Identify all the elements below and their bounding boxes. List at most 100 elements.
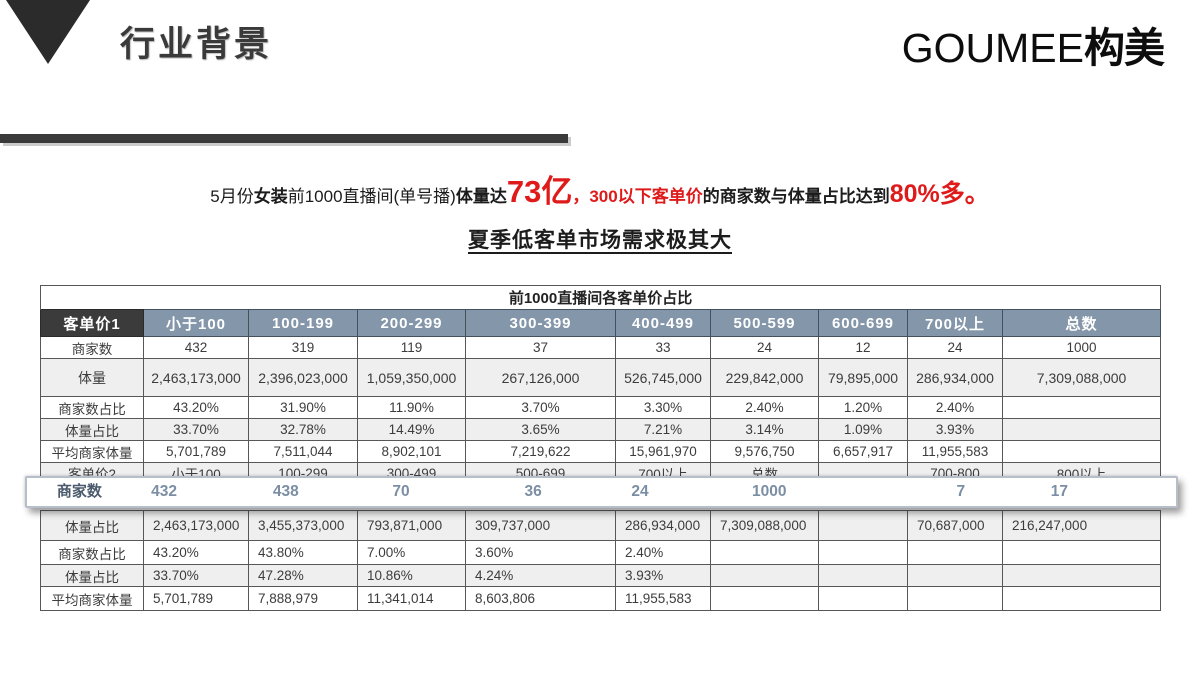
table-cell: 286,934,000 — [907, 358, 1003, 397]
table-title-row: 前1000直播间各客单价占比 — [39, 285, 1162, 310]
headline-segment: 73亿 — [506, 174, 573, 209]
table-cell — [1001, 396, 1162, 419]
table-cell: 2,463,173,000 — [143, 358, 249, 397]
table-cell — [818, 540, 908, 565]
table-cell: 8,603,806 — [465, 586, 616, 611]
column-header: 总数 — [1001, 309, 1162, 337]
column-header: 200-299 — [357, 309, 466, 337]
brand-logo: GOUMEE构美 — [902, 14, 1165, 74]
table-cell: 10.86% — [357, 564, 466, 587]
table-cell: 309,737,000 — [465, 510, 616, 541]
headline-segment: 5月份 — [210, 187, 254, 206]
table-title: 前1000直播间各客单价占比 — [39, 285, 1162, 310]
table-row: 体量占比 33.70% 32.78% 14.49% 3.65% 7.21% 3.14% 1.0… — [40, 418, 1162, 441]
column-header: 300-399 — [465, 309, 616, 337]
headline-segment: 的商家数与体量占比达到 — [702, 187, 890, 206]
table-cell: 5,701,789 — [143, 586, 249, 611]
table-cell: 商家数 — [40, 336, 144, 359]
table-cell — [710, 586, 819, 611]
table-cell: 119 — [357, 336, 466, 359]
table-row: 平均商家体量 5,701,789 7,511,044 8,902,101 7,219,6… — [40, 440, 1162, 463]
corner-ribbon-icon — [6, 0, 90, 64]
table-cell — [818, 564, 908, 587]
column-header: 500-599 — [710, 309, 819, 337]
page-title: 行业背景 — [120, 25, 273, 64]
table-cell — [1001, 418, 1162, 441]
table-cell: 3.14% — [710, 418, 819, 441]
table-row: 体量占比 33.70% 47.28% 10.86% 4.24% 3.93% — [40, 564, 1162, 587]
table-cell: 1.09% — [818, 418, 908, 441]
table-cell: 37 — [465, 336, 616, 359]
headline-segment: 女装 — [253, 187, 288, 206]
table-cell — [818, 586, 908, 611]
headline-segment: ， — [572, 187, 590, 206]
title-underline-bar — [0, 134, 568, 143]
table-cell: 43.20% — [143, 396, 249, 419]
table-cell: 平均商家体量 — [40, 440, 144, 463]
table-cell: 216,247,000 — [1001, 510, 1162, 541]
table-cell: 526,745,000 — [615, 358, 711, 397]
table-cell — [1001, 540, 1162, 565]
headline-segment: 300以下客单价 — [589, 187, 703, 206]
table-cell: 体量占比 — [40, 418, 144, 441]
table-cell: 3.65% — [465, 418, 616, 441]
subtitle: 夏季低客单市场需求极其大 — [468, 229, 732, 252]
table-cell: 43.20% — [143, 540, 249, 565]
table-cell: 体量占比 — [40, 510, 144, 541]
table-cell — [1001, 440, 1162, 463]
table-cell: 267,126,000 — [465, 358, 616, 397]
overlay-value: 24 — [631, 483, 649, 500]
table-cell: 4.24% — [465, 564, 616, 587]
table-cell: 2,396,023,000 — [248, 358, 358, 397]
table-row: 体量 2,463,173,000 2,396,023,000 1,059,350,00… — [40, 358, 1162, 397]
table-cell: 319 — [248, 336, 358, 359]
table-cell: 12 — [818, 336, 908, 359]
table-cell: 32.78% — [248, 418, 358, 441]
table-cell: 286,934,000 — [615, 510, 711, 541]
table-header-row: 客单价1 小于100 100-199 200-299 300-399 400-499 500… — [40, 309, 1162, 337]
table-row: 体量占比 2,463,173,000 3,455,373,000 793,871,00… — [40, 510, 1162, 541]
table-cell: 15,961,970 — [615, 440, 711, 463]
table-cell — [1001, 564, 1162, 587]
price-breakdown-table: 前1000直播间各客单价占比 客单价1 小于100 100-199 200-299 300… — [39, 285, 1162, 611]
table-cell: 3.30% — [615, 396, 711, 419]
table-cell: 11,955,583 — [615, 586, 711, 611]
table-cell: 33.70% — [143, 564, 249, 587]
table-cell: 5,701,789 — [143, 440, 249, 463]
table-cell — [710, 564, 819, 587]
table-cell: 体量占比 — [40, 564, 144, 587]
headline: 5月份女装前1000直播间(单号播)体量达73亿，300以下客单价的商家数与体量… — [0, 172, 1200, 217]
table-cell: 3.60% — [465, 540, 616, 565]
table-cell: 11,341,014 — [357, 586, 466, 611]
table-cell: 33.70% — [143, 418, 249, 441]
table-cell: 47.28% — [248, 564, 358, 587]
column-header: 小于100 — [143, 309, 249, 337]
overlay-value: 36 — [524, 483, 542, 500]
brand-logo-cn: 构美 — [1084, 25, 1165, 71]
highlight-row-overlay: 商家数 432 438 70 36 24 1000 7 17 — [25, 476, 1178, 508]
table-cell: 7,219,622 — [465, 440, 616, 463]
table-cell: 1000 — [1001, 336, 1162, 359]
overlay-row-label: 商家数 — [56, 483, 102, 500]
headline-segment: 体量达 — [455, 187, 507, 206]
table-cell — [818, 510, 908, 541]
overlay-value: 7 — [956, 483, 966, 500]
table-cell: 3.93% — [907, 418, 1003, 441]
table-cell — [1001, 586, 1162, 611]
table-cell: 229,842,000 — [710, 358, 819, 397]
headline-segment: 80%多。 — [889, 180, 990, 208]
overlay-value: 1000 — [752, 483, 787, 500]
table-cell — [907, 586, 1003, 611]
column-header: 客单价1 — [40, 309, 144, 337]
table-cell: 793,871,000 — [357, 510, 466, 541]
headline-segment: 前1000直播间(单号播) — [287, 187, 456, 206]
table-row: 平均商家体量 5,701,789 7,888,979 11,341,014 8,603,… — [40, 586, 1162, 611]
table-cell: 7,309,088,000 — [710, 510, 819, 541]
table-cell: 8,902,101 — [357, 440, 466, 463]
table-row: 商家数 432 319 119 37 33 24 12 24 1000 — [40, 336, 1162, 359]
table-cell: 11,955,583 — [907, 440, 1003, 463]
table-cell: 7,309,088,000 — [1001, 358, 1162, 397]
table-cell: 3.70% — [465, 396, 616, 419]
column-header: 100-199 — [248, 309, 358, 337]
